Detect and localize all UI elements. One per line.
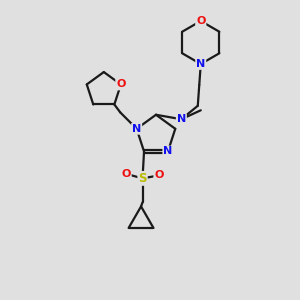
Text: O: O [122,169,131,179]
Text: O: O [154,170,164,180]
Text: N: N [196,59,206,69]
Text: N: N [163,146,172,157]
Text: O: O [116,80,125,89]
Text: O: O [196,16,206,26]
Text: S: S [138,172,147,185]
Text: N: N [177,114,186,124]
Text: N: N [132,124,141,134]
